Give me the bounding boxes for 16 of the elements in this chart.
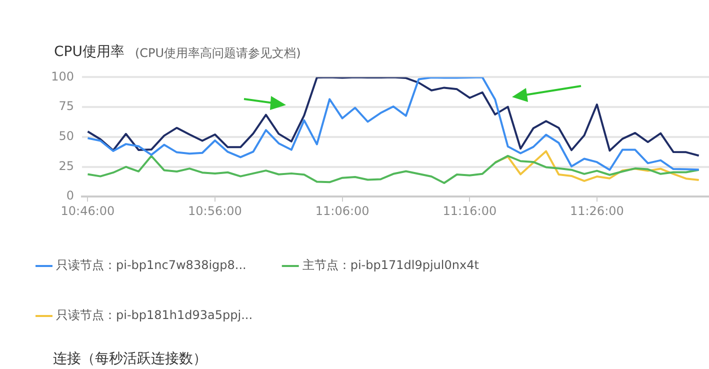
legend-label: 只读节点：pi-bp181h1d93a5ppj... [56, 308, 253, 322]
legend-label: 只读节点：pi-bp1nc7w838igp8... [56, 258, 246, 272]
text: 连接（每秒活跃连接数） [53, 350, 207, 368]
x-tick-label: 10:56:00 [188, 204, 242, 218]
y-tick-label: 50 [58, 129, 74, 144]
chart-subtitle: (CPU使用率高问题请参见文档) [135, 45, 301, 62]
x-tick-label: 11:16:00 [442, 204, 497, 218]
legend-label: 主节点：pi-bp171dl9pjul0nx4t [302, 258, 480, 272]
y-tick-label: 75 [58, 99, 74, 114]
y-tick-label: 0 [66, 188, 74, 203]
y-tick-label: 25 [58, 158, 74, 173]
y-tick-label: 100 [51, 69, 74, 84]
x-tick-label: 11:26:00 [570, 204, 624, 218]
x-tick-label: 10:46:00 [60, 204, 115, 218]
chart-title: CPU使用率 [54, 43, 124, 61]
x-tick-label: 11:06:00 [315, 204, 370, 218]
